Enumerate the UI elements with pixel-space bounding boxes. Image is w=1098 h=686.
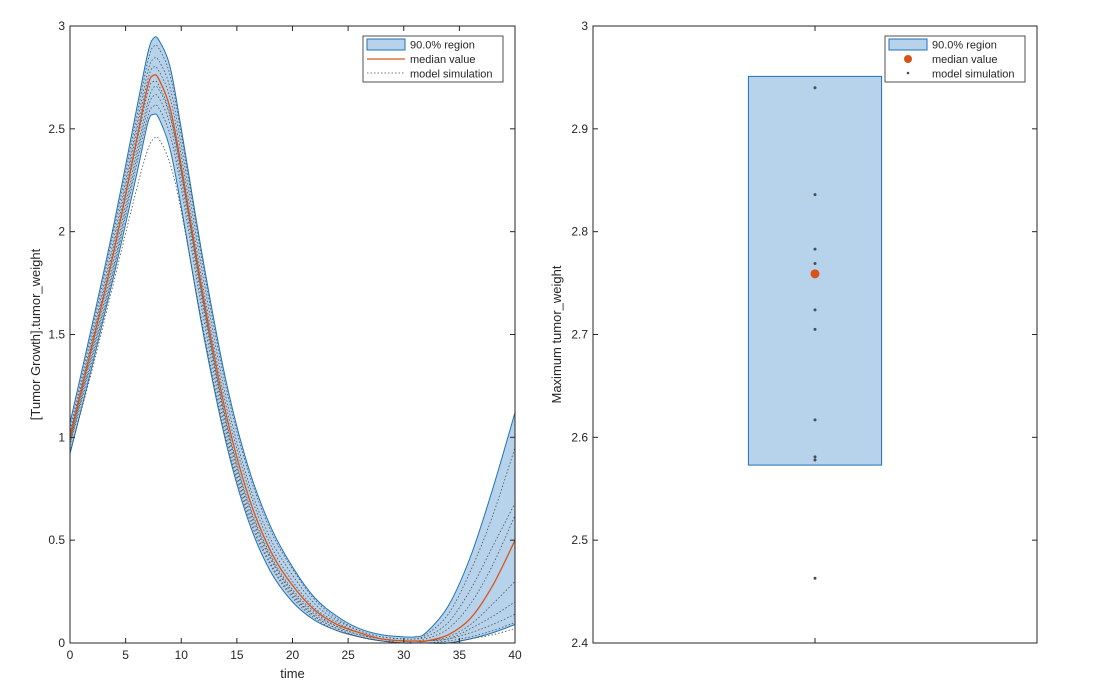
x-tick-label: 20: [286, 648, 300, 662]
time-course-y-label: [Tumor Growth].tumor_weight: [28, 248, 43, 420]
x-tick-label: 35: [453, 648, 467, 662]
x-tick-label: 30: [397, 648, 411, 662]
simulation-point-3: [813, 247, 817, 251]
legend2-simulation-label: model simulation: [932, 69, 1015, 81]
legend-region-label: 90.0% region: [410, 40, 475, 52]
y-tick-label: 2.8: [571, 225, 588, 239]
simulation-point-7: [813, 418, 817, 422]
legend2-region-label: 90.0% region: [932, 40, 997, 52]
x-tick-label: 40: [508, 648, 522, 662]
time-course-x-ticks: 0 5 10 15 20 25 30 35 40: [67, 26, 522, 662]
y-tick-label: 3: [581, 19, 588, 33]
time-course-y-ticks: 0 0.5 1 1.5 2 2.5 3: [48, 19, 515, 650]
maximum-weight-axes: 2.4 2.5 2.6 2.7 2.8 2.9 3 Maximum tumor_weight…: [549, 19, 1038, 650]
time-course-legend: 90.0% region median value model simulati…: [362, 35, 504, 83]
maximum-weight-points-layer: [810, 86, 820, 580]
y-tick-label: 2.5: [48, 122, 65, 136]
simulation-point-1: [813, 86, 817, 90]
simulation-point-8: [813, 455, 817, 459]
x-tick-label: 0: [67, 648, 74, 662]
maximum-weight-legend: 90.0% region median value model simulati…: [884, 35, 1026, 83]
y-tick-label: 2.9: [571, 122, 588, 136]
simulation-point-6: [813, 327, 817, 331]
simulation-point-5: [813, 308, 817, 312]
median-line: [69, 74, 516, 643]
y-tick-label: 0.5: [48, 533, 65, 547]
legend2-median-swatch: [904, 55, 912, 63]
legend2-simulation-swatch: [906, 71, 910, 75]
time-course-x-label: time: [280, 666, 305, 681]
legend-simulation-label: model simulation: [410, 69, 493, 81]
legend2-median-label: median value: [932, 54, 997, 66]
y-tick-label: 2.6: [571, 430, 588, 444]
y-tick-label: 1: [58, 430, 65, 444]
time-course-axes: 0 5 10 15 20 25 30 35 40 0 0.5 1 1.5 2 2.5 3 time [Tum…: [28, 19, 522, 681]
x-tick-label: 15: [230, 648, 244, 662]
time-course-median-layer: [69, 74, 516, 643]
simulation-point-4: [813, 262, 817, 266]
maximum-weight-y-label: Maximum tumor_weight: [549, 265, 564, 403]
legend-median-label: median value: [410, 54, 475, 66]
x-tick-label: 25: [341, 648, 355, 662]
y-tick-label: 0: [58, 636, 65, 650]
y-tick-label: 3: [58, 19, 65, 33]
y-tick-label: 1.5: [48, 328, 65, 342]
median-point: [810, 269, 820, 279]
y-tick-label: 2.5: [571, 533, 588, 547]
simulation-line-4: [69, 80, 516, 642]
legend-region-swatch: [366, 38, 406, 51]
simulation-line-3: [69, 66, 516, 642]
y-tick-label: 2.4: [571, 636, 588, 650]
region-band-upper-edge: [69, 36, 516, 638]
simulation-point-10: [813, 576, 817, 580]
simulation-line-7: [69, 104, 516, 644]
simulation-point-9: [813, 458, 817, 462]
x-tick-label: 5: [122, 648, 129, 662]
y-tick-label: 2: [58, 225, 65, 239]
legend2-region-swatch: [888, 38, 928, 51]
x-tick-label: 10: [175, 648, 189, 662]
simulation-point-2: [813, 193, 817, 197]
simulation-line-1: [69, 44, 516, 640]
y-tick-label: 2.7: [571, 328, 588, 342]
maximum-weight-y-ticks: 2.4 2.5 2.6 2.7 2.8 2.9 3: [571, 19, 1037, 650]
